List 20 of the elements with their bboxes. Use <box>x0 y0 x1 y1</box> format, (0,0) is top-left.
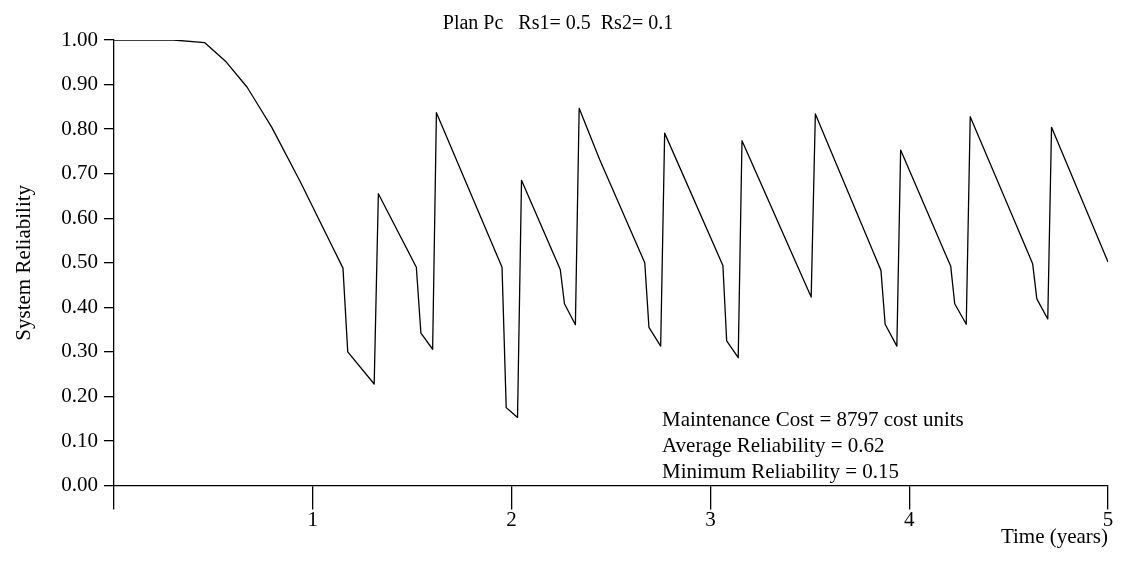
y-tick-label: 0.60 <box>61 204 98 229</box>
y-tick-label: 0.40 <box>61 293 98 318</box>
y-tick-label: 0.90 <box>61 71 98 96</box>
y-tick-label: 0.10 <box>61 427 98 452</box>
y-tick-label: 0.30 <box>61 338 98 363</box>
y-axis-title: System Reliability <box>11 184 36 341</box>
y-tick-label: 0.80 <box>61 115 98 140</box>
x-tick-label: 4 <box>903 506 915 531</box>
y-tick-label: 0.70 <box>61 160 98 185</box>
annotation: Maintenance Cost = 8797 cost units <box>662 406 964 431</box>
x-tick-label: 1 <box>307 506 319 531</box>
annotation: Average Reliability = 0.62 <box>662 432 885 457</box>
y-tick-label: 0.00 <box>61 472 98 497</box>
y-tick-label: 0.20 <box>61 383 98 407</box>
chart-title: Plan Pc Rs1= 0.5 Rs2= 0.1 <box>442 11 674 34</box>
x-tick-label: 3 <box>705 506 716 531</box>
y-tick-label: 0.50 <box>61 249 98 274</box>
annotation: Minimum Reliability = 0.15 <box>662 458 900 483</box>
x-tick-label: 2 <box>506 506 517 531</box>
y-tick-label: 1.00 <box>61 26 98 51</box>
